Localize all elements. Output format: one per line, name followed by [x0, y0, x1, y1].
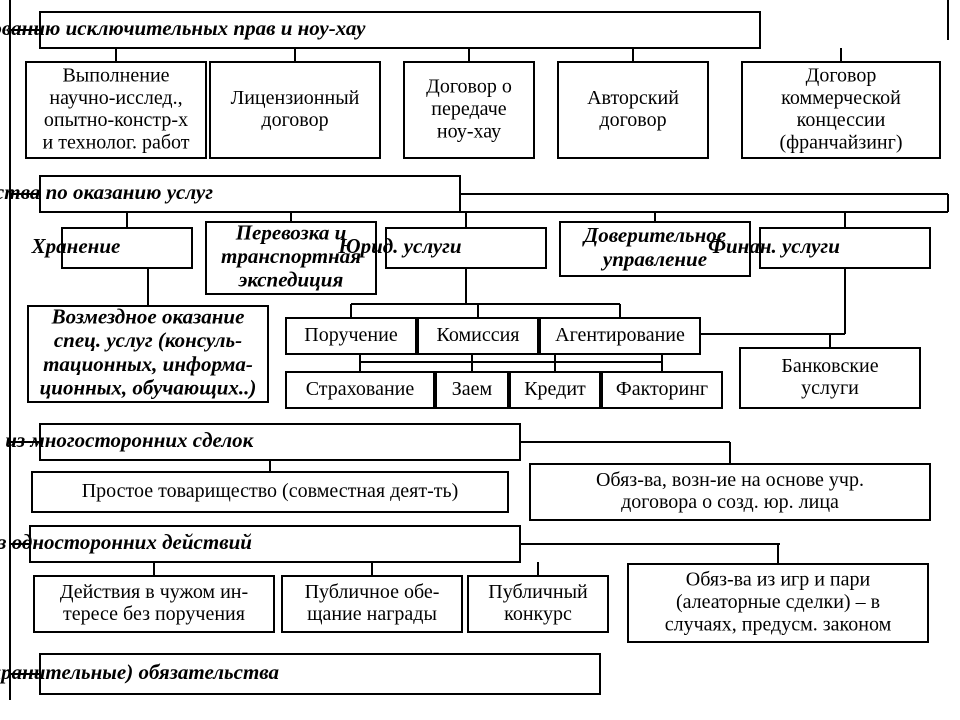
label-fn_credit: Кредит	[524, 378, 586, 400]
label-ml_partner: Простое товарищество (совместная деят-ть…	[82, 480, 459, 502]
label-fn_factoring-l1: Факторинг	[616, 378, 708, 400]
label-un_gambling-l3: случаях, предусм. законом	[665, 613, 892, 635]
label-ip_knowhow-l2: передаче	[431, 98, 507, 120]
label-un_gambling-l2: (алеаторные сделки) – в	[676, 591, 880, 613]
label-un_contest-l2: конкурс	[504, 603, 572, 625]
label-fn_loan: Заем	[452, 378, 493, 400]
label-un_contest-l1: Публичный	[488, 580, 588, 602]
label-ip_header: Обязательства по использованию исключите…	[0, 16, 366, 40]
label-ml_header: Обязательства из многосторонних сделок	[0, 428, 255, 452]
label-ml_found: Обяз-ва, возн-ие на основе учр.договора …	[596, 468, 864, 512]
label-ip_franchise-l1: Договор	[806, 64, 877, 86]
label-sv_storage-l1: Хранение	[31, 234, 121, 258]
label-ip_research: Выполнениенаучно-исслед.,опытно-констр-х…	[43, 64, 190, 153]
label-ip_author: Авторскийдоговор	[587, 86, 679, 130]
label-un_gambling: Обяз-ва из игр и пари(алеаторные сделки)…	[665, 568, 892, 635]
label-nc_header-l1: Внедоговорные (охранительные) обязательс…	[0, 660, 279, 684]
label-ip_franchise-l2: коммерческой	[781, 86, 901, 108]
label-ip_research-l2: научно-исслед.,	[49, 86, 182, 108]
label-sv_storage: Хранение	[31, 234, 121, 258]
label-fn_banking-l1: Банковские	[781, 354, 878, 376]
label-sv_paid-l2: спец. услуг (консуль-	[54, 328, 242, 352]
label-sv_header: Обязательства по оказанию услуг	[0, 180, 213, 204]
label-fn_insurance-l1: Страхование	[306, 378, 415, 400]
label-lg_commission-l1: Комиссия	[437, 324, 520, 346]
label-lg_commission: Комиссия	[437, 324, 520, 346]
label-ip_knowhow-l3: ноу-хау	[437, 120, 501, 142]
label-sv_trust-l1: Доверительное	[582, 223, 726, 247]
label-fn_loan-l1: Заем	[452, 378, 493, 400]
label-ip_license-l1: Лицензионный	[231, 86, 360, 108]
label-un_header-l1: Обязательства из односторонних действий	[0, 530, 252, 554]
label-un_neg: Действия в чужом ин-тересе без поручения	[60, 580, 248, 624]
label-ip_research-l1: Выполнение	[62, 64, 169, 86]
label-ml_header-l1: Обязательства из многосторонних сделок	[0, 428, 255, 452]
label-sv_paid: Возмездное оказаниеспец. услуг (консуль-…	[40, 305, 257, 400]
label-sv_fin-l1: Финан. услуги	[708, 234, 840, 258]
label-sv_paid-l4: ционных, обучающих..)	[40, 375, 257, 399]
label-un_header: Обязательства из односторонних действий	[0, 530, 252, 554]
label-un_reward: Публичное обе-щание награды	[305, 580, 440, 624]
label-ml_partner-l1: Простое товарищество (совместная деят-ть…	[82, 480, 459, 502]
label-fn_banking-l2: услуги	[801, 377, 859, 399]
label-sv_legal-l1: Юрид. услуги	[337, 234, 461, 258]
label-lg_mandate: Поручение	[304, 324, 398, 346]
label-lg_agency: Агентирование	[555, 324, 685, 346]
label-lg_agency-l1: Агентирование	[555, 324, 685, 346]
label-sv_trust: Доверительноеуправление	[582, 223, 726, 271]
label-sv_paid-l3: тационных, информа-	[43, 352, 253, 376]
label-sv_fin: Финан. услуги	[708, 234, 840, 258]
label-fn_factoring: Факторинг	[616, 378, 708, 400]
label-sv_header-l1: Обязательства по оказанию услуг	[0, 180, 213, 204]
boxes: Обязательства по использованию исключите…	[0, 12, 940, 694]
label-un_gambling-l1: Обяз-ва из игр и пари	[686, 568, 871, 590]
label-ip_license-l2: договор	[261, 109, 328, 131]
label-nc_header: Внедоговорные (охранительные) обязательс…	[0, 660, 279, 684]
label-sv_transport-l3: экспедиция	[238, 267, 344, 291]
label-sv_transport-l1: Перевозка и	[235, 220, 347, 244]
label-ip_knowhow: Договор опередаченоу-хау	[426, 75, 512, 142]
label-ml_found-l2: договора о созд. юр. лица	[621, 491, 839, 513]
label-ip_franchise-l3: концессии	[797, 109, 886, 131]
obligations-diagram: Обязательства по использованию исключите…	[0, 0, 960, 720]
label-un_reward-l1: Публичное обе-	[305, 580, 440, 602]
label-ip_research-l3: опытно-констр-х	[44, 109, 188, 131]
label-ml_found-l1: Обяз-ва, возн-ие на основе учр.	[596, 468, 864, 490]
label-ip_author-l2: договор	[599, 109, 666, 131]
label-ip_header-l1: Обязательства по использованию исключите…	[0, 16, 366, 40]
label-ip_research-l4: и технолог. работ	[43, 131, 190, 153]
label-fn_insurance: Страхование	[306, 378, 415, 400]
label-sv_trust-l2: управление	[600, 247, 707, 271]
label-ip_author-l1: Авторский	[587, 86, 679, 108]
label-lg_mandate-l1: Поручение	[304, 324, 398, 346]
label-ip_franchise-l4: (франчайзинг)	[779, 131, 902, 153]
label-un_neg-l1: Действия в чужом ин-	[60, 580, 248, 602]
label-un_reward-l2: щание награды	[307, 603, 437, 625]
label-sv_paid-l1: Возмездное оказание	[51, 305, 245, 329]
label-ip_knowhow-l1: Договор о	[426, 75, 512, 97]
label-fn_credit-l1: Кредит	[524, 378, 586, 400]
label-sv_legal: Юрид. услуги	[337, 234, 461, 258]
label-un_neg-l2: тересе без поручения	[63, 603, 245, 625]
